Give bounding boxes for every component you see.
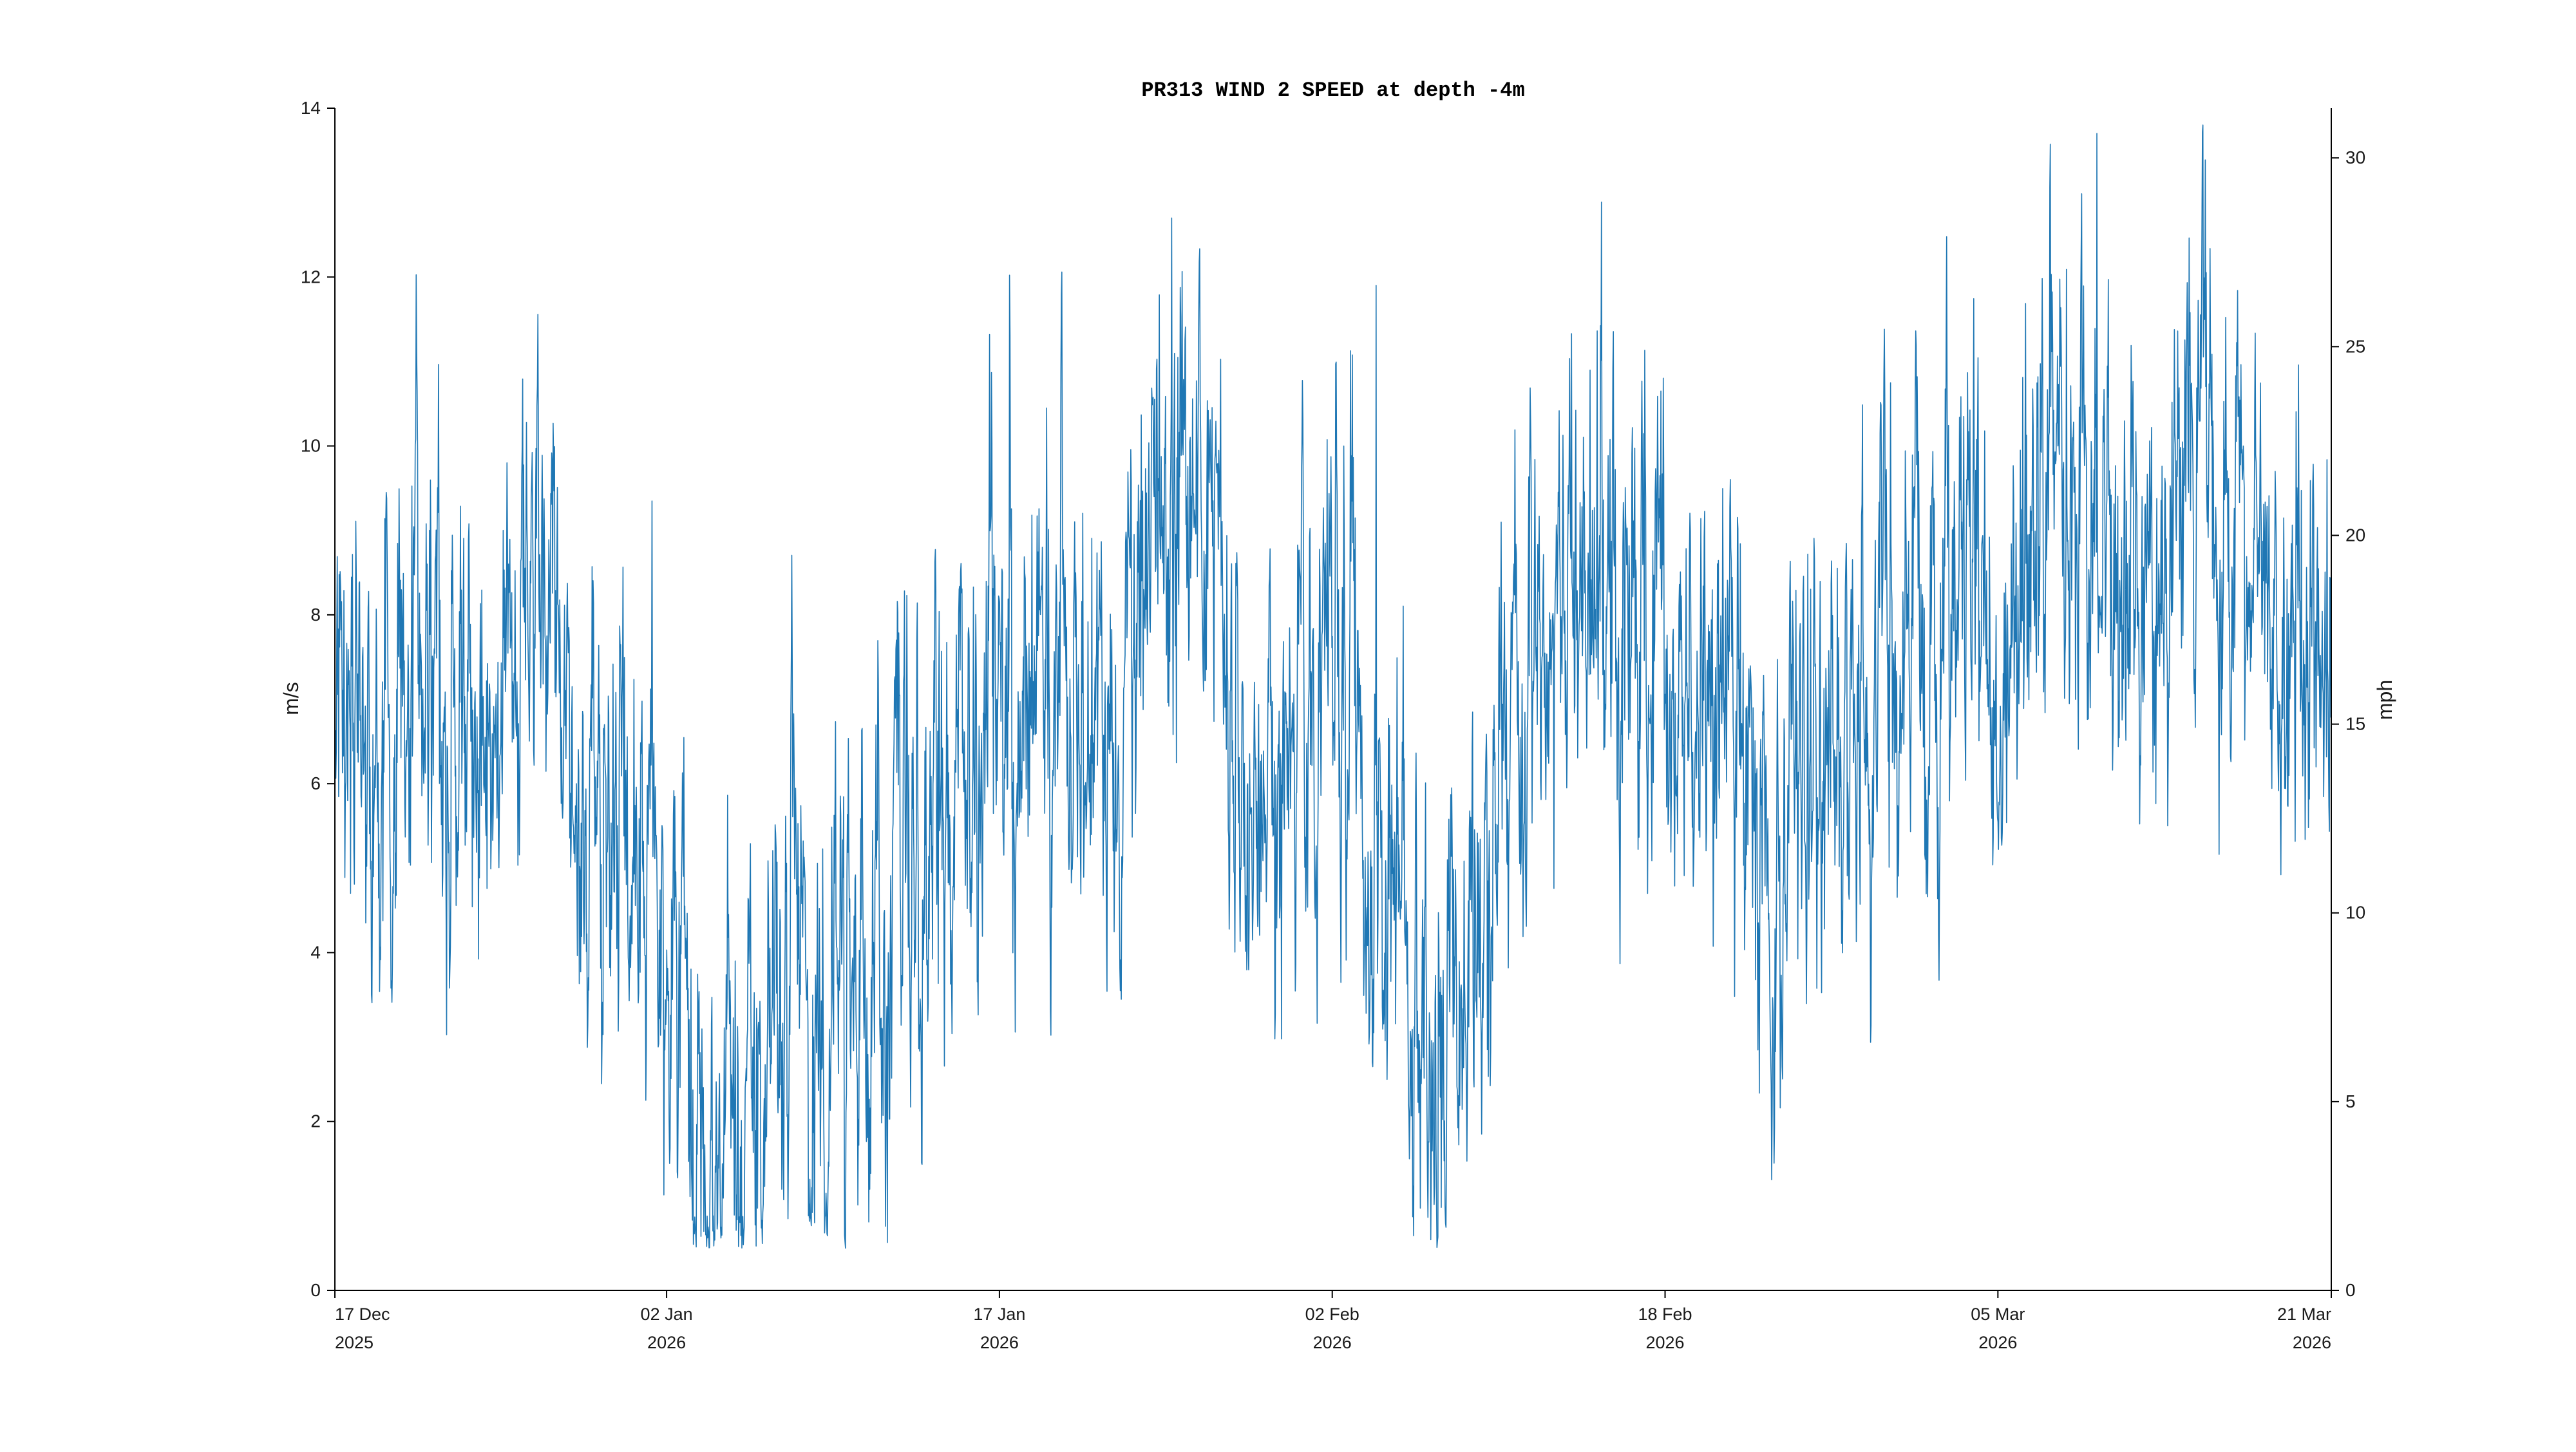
svg-text:4: 4 [310,942,321,962]
svg-text:25: 25 [2345,336,2365,356]
svg-text:8: 8 [310,605,321,625]
svg-text:mph: mph [2373,680,2396,720]
svg-text:18 Feb: 18 Feb [1638,1305,1692,1324]
svg-text:05 Mar: 05 Mar [1971,1305,2025,1324]
svg-text:10: 10 [301,436,321,456]
svg-text:2025: 2025 [335,1333,374,1352]
svg-text:2026: 2026 [2293,1333,2331,1352]
svg-text:15: 15 [2345,714,2365,734]
svg-text:m/s: m/s [279,682,303,715]
svg-text:2026: 2026 [1978,1333,2017,1352]
svg-text:02 Jan: 02 Jan [641,1305,693,1324]
svg-text:0: 0 [2345,1280,2356,1300]
svg-text:21 Mar: 21 Mar [2277,1305,2331,1324]
svg-text:0: 0 [310,1280,321,1300]
svg-text:30: 30 [2345,147,2365,167]
svg-text:2026: 2026 [1313,1333,1352,1352]
svg-text:2026: 2026 [980,1333,1019,1352]
svg-text:12: 12 [301,267,321,287]
svg-text:2: 2 [310,1111,321,1131]
svg-text:17 Dec: 17 Dec [335,1305,390,1324]
svg-text:2026: 2026 [647,1333,686,1352]
svg-text:02 Feb: 02 Feb [1305,1305,1359,1324]
svg-text:2026: 2026 [1645,1333,1684,1352]
svg-text:5: 5 [2345,1091,2356,1111]
svg-text:10: 10 [2345,903,2365,923]
svg-text:6: 6 [310,773,321,793]
svg-text:17 Jan: 17 Jan [973,1305,1025,1324]
svg-text:14: 14 [301,98,321,118]
svg-text:20: 20 [2345,525,2365,545]
